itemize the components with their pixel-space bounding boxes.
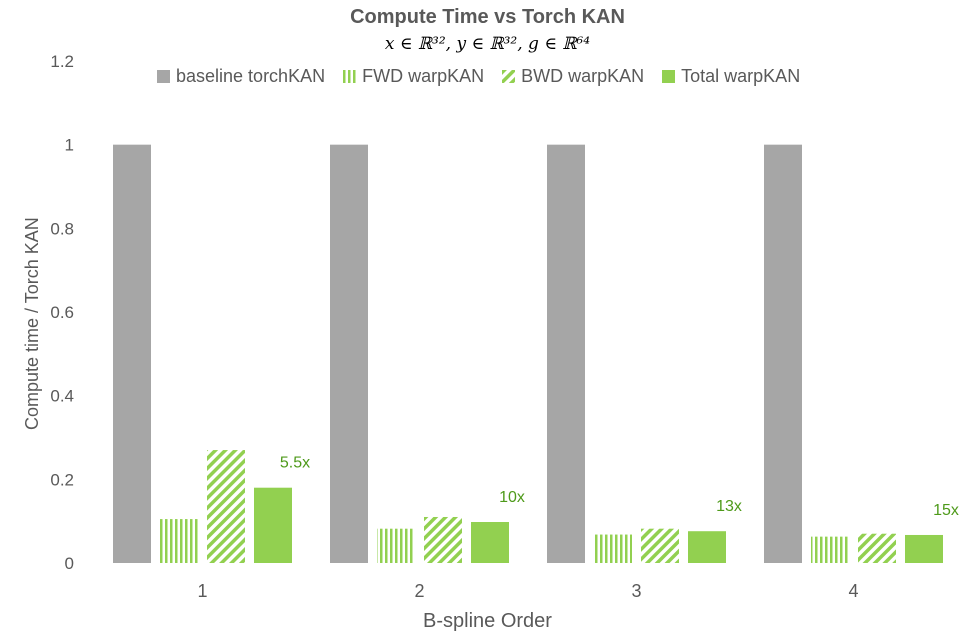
legend-label-bwd: BWD warpKAN (521, 65, 645, 86)
legend-swatch-total (662, 69, 676, 83)
x-tick-label: 2 (414, 581, 424, 601)
x-tick-label: 4 (848, 581, 858, 601)
legend-swatch-baseline (157, 69, 170, 83)
y-tick-label: 0.8 (50, 219, 74, 238)
legend-swatch-bwd (502, 69, 516, 83)
speedup-label-2: 10x (499, 489, 525, 506)
bar-bwd-warpkan-4 (858, 533, 896, 563)
x-tick-label: 3 (631, 581, 641, 601)
y-tick-label: 1.2 (50, 52, 74, 71)
bar-total-warpkan-1 (254, 487, 292, 563)
x-tick-label: 1 (197, 581, 207, 601)
y-tick-label: 0.2 (50, 470, 74, 489)
legend-label-baseline: baseline torchKAN (176, 65, 326, 86)
bar-fwd-warpkan-1 (160, 519, 198, 563)
bar-baseline-torchkan-3 (547, 144, 585, 563)
legend-item-fwd: FWD warpKAN (343, 66, 484, 87)
bar-fwd-warpkan-2 (377, 528, 415, 563)
legend-item-bwd: BWD warpKAN (502, 66, 644, 87)
bar-total-warpkan-4 (905, 534, 943, 563)
y-tick-label: 0.4 (50, 387, 74, 406)
legend-label-fwd: FWD warpKAN (362, 65, 485, 86)
bar-baseline-torchkan-2 (330, 144, 368, 563)
bar-fwd-warpkan-4 (811, 536, 849, 563)
bar-bwd-warpkan-1 (207, 450, 245, 563)
y-axis-label: Compute time / Torch KAN (22, 217, 42, 430)
y-tick-label: 1 (65, 136, 74, 155)
bar-baseline-torchkan-4 (764, 144, 802, 563)
bar-bwd-warpkan-3 (641, 528, 679, 563)
legend-item-total: Total warpKAN (662, 66, 800, 87)
speedup-label-3: 13x (716, 498, 742, 515)
bar-baseline-torchkan-1 (113, 144, 151, 563)
legend-item-baseline: baseline torchKAN (157, 66, 325, 87)
y-tick-label: 0.6 (50, 303, 74, 322)
bar-fwd-warpkan-3 (594, 534, 632, 563)
bar-total-warpkan-3 (688, 531, 726, 563)
legend-swatch-fwd (343, 69, 357, 83)
x-axis-label: B-spline Order (423, 610, 552, 632)
bar-bwd-warpkan-2 (424, 516, 462, 563)
y-tick-label: 0 (65, 554, 74, 573)
chart-subtitle: x ∈ ℝ³², y ∈ ℝ³², g ∈ ℝ⁶⁴ (384, 34, 591, 54)
speedup-label-1: 5.5x (280, 455, 310, 472)
speedup-label-4: 15x (933, 502, 959, 519)
legend-label-total: Total warpKAN (681, 65, 801, 86)
chart-title: Compute Time vs Torch KAN (350, 6, 625, 28)
bar-total-warpkan-2 (471, 522, 509, 563)
legend: baseline torchKAN FWD warpKAN BWD warpKA… (157, 64, 800, 88)
